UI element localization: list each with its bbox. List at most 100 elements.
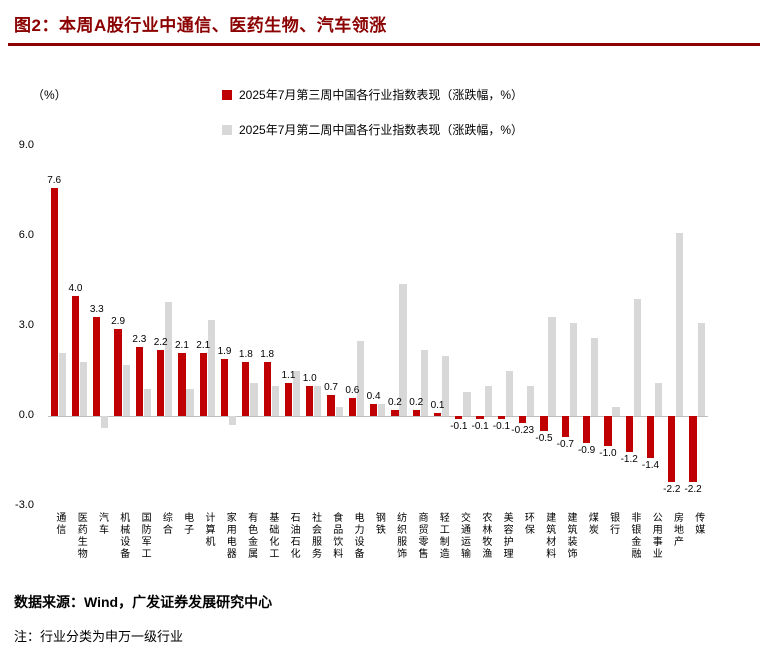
bar-previous-week (633, 299, 641, 416)
bar-value-label: 1.9 (217, 346, 232, 357)
bar-group: 1.9 (218, 146, 239, 506)
bar-current-week (519, 416, 527, 423)
bar-value-label: 0.6 (345, 385, 360, 396)
bar-group: -0.1 (471, 146, 495, 506)
y-axis-unit-label: （%） (32, 88, 67, 102)
bar-group: 2.1 (196, 146, 218, 506)
x-axis-label: 综合 (160, 512, 172, 536)
bar-current-week (348, 398, 356, 416)
bar-current-week (157, 350, 165, 416)
bar-value-label: -1.2 (620, 454, 638, 465)
plot-area: 7.6 4.0 3.3 2.9 2.3 2.2 2.1 2.1 1.9 1.8 1.8 1.1 1.0 0… (47, 146, 708, 506)
bar-group: 0.6 (345, 146, 367, 506)
legend-label: 2025年7月第二周中国各行业指数表现（涨跌幅，%） (239, 123, 524, 137)
x-axis-label-cell: 农林牧渔 (474, 512, 495, 560)
legend: 2025年7月第三周中国各行业指数表现（涨跌幅，%） 2025年7月第二周中国各行… (222, 86, 523, 156)
bar-value-label: -2.2 (684, 484, 702, 495)
y-tick-label: 0.0 (18, 409, 34, 421)
bar-value-label: -1.0 (599, 448, 617, 459)
bar-current-week (497, 416, 506, 419)
x-axis-label: 传媒 (692, 512, 704, 536)
bar-group: 1.0 (302, 146, 325, 506)
bar-value-label: 2.9 (111, 316, 126, 327)
x-axis-label-cell: 机械设备 (112, 512, 133, 560)
y-tick-label: -3.0 (15, 499, 34, 511)
bar-value-label: -0.9 (577, 445, 596, 456)
bar-group: -1.4 (641, 146, 665, 506)
bar-previous-week (399, 284, 407, 416)
bar-current-week (391, 410, 399, 416)
zero-axis-line (48, 416, 708, 417)
bar-current-week (370, 404, 378, 416)
x-axis-label: 农林牧渔 (479, 512, 491, 560)
x-axis-label: 计算机 (202, 512, 214, 548)
bar-group: -1.0 (599, 146, 623, 506)
y-tick-label: 9.0 (18, 139, 34, 151)
x-axis-label: 交通运输 (458, 512, 470, 560)
bar-value-label: 0.1 (430, 400, 445, 411)
x-axis-label-cell: 环保 (517, 512, 538, 560)
bar-previous-week (79, 362, 88, 416)
bar-current-week (412, 410, 420, 416)
x-axis-label: 食品饮料 (330, 512, 342, 560)
bar-group: 7.6 (47, 146, 69, 506)
legend-item: 2025年7月第三周中国各行业指数表现（涨跌幅，%） (222, 86, 523, 103)
x-axis-label: 煤炭 (586, 512, 598, 536)
x-axis-label-cell: 传媒 (687, 512, 708, 560)
x-axis-label: 汽车 (96, 512, 108, 536)
x-axis-label-cell: 交通运输 (453, 512, 474, 560)
bar-value-label: 1.1 (281, 370, 296, 381)
bar-previous-week (569, 323, 577, 416)
x-axis-label: 环保 (522, 512, 534, 536)
bar-current-week (199, 353, 207, 416)
bar-value-label: -0.1 (471, 421, 489, 432)
bar-current-week (50, 188, 58, 416)
x-axis-label-cell: 钢铁 (367, 512, 388, 560)
bar-previous-week (441, 356, 450, 416)
x-axis-label: 社会服务 (309, 512, 321, 560)
bar-previous-week (186, 389, 194, 416)
bar-value-label: -1.4 (641, 460, 660, 471)
footnote-text: 注：行业分类为申万一级行业 (14, 629, 184, 644)
bar-group: 0.1 (431, 146, 452, 506)
bar-value-label: 4.0 (68, 283, 83, 294)
bar-chart: （%） 2025年7月第三周中国各行业指数表现（涨跌幅，%） 2025年7月第二周… (0, 46, 768, 586)
x-axis-label-cell: 基础化工 (261, 512, 282, 560)
bar-previous-week (654, 383, 663, 416)
bar-group: 0.2 (388, 146, 410, 506)
bar-group: 3.3 (90, 146, 112, 506)
bar-previous-week (676, 233, 684, 416)
bar-value-label: -0.7 (556, 439, 574, 450)
bar-previous-week (335, 407, 343, 416)
bar-value-label: 1.0 (302, 373, 317, 384)
bar-group: -0.1 (450, 146, 474, 506)
bar-current-week (71, 296, 80, 416)
bar-value-label: 7.6 (47, 175, 62, 186)
bar-value-label: 2.1 (175, 340, 189, 351)
x-axis-label-cell: 家用电器 (218, 512, 239, 560)
bar-group: 1.1 (281, 146, 303, 506)
bar-current-week (306, 386, 314, 416)
data-source-text: 数据来源：Wind，广发证券发展研究中心 (14, 594, 273, 610)
bar-current-week (582, 416, 591, 443)
bar-previous-week (314, 386, 322, 416)
bar-group: -1.2 (620, 146, 644, 506)
x-axis-label: 通信 (53, 512, 65, 536)
bar-previous-week (505, 371, 514, 416)
x-axis-label-cell: 有色金属 (240, 512, 261, 560)
bar-previous-week (697, 323, 705, 416)
x-axis-label: 电力设备 (352, 512, 364, 560)
bar-previous-week (463, 392, 471, 416)
x-axis-label-cell: 石油石化 (282, 512, 303, 560)
x-axis-label: 银行 (607, 512, 619, 536)
bar-current-week (433, 413, 442, 416)
x-axis-label-cell: 非银金融 (623, 512, 644, 560)
bar-current-week (455, 416, 463, 419)
x-axis-label: 电子 (181, 512, 193, 536)
bar-current-week (178, 353, 186, 416)
bar-previous-week (207, 320, 215, 416)
x-axis-label: 非银金融 (628, 512, 640, 560)
x-axis-label-cell: 银行 (602, 512, 623, 560)
x-axis-label-cell: 建筑装饰 (559, 512, 580, 560)
bar-current-week (668, 416, 676, 482)
